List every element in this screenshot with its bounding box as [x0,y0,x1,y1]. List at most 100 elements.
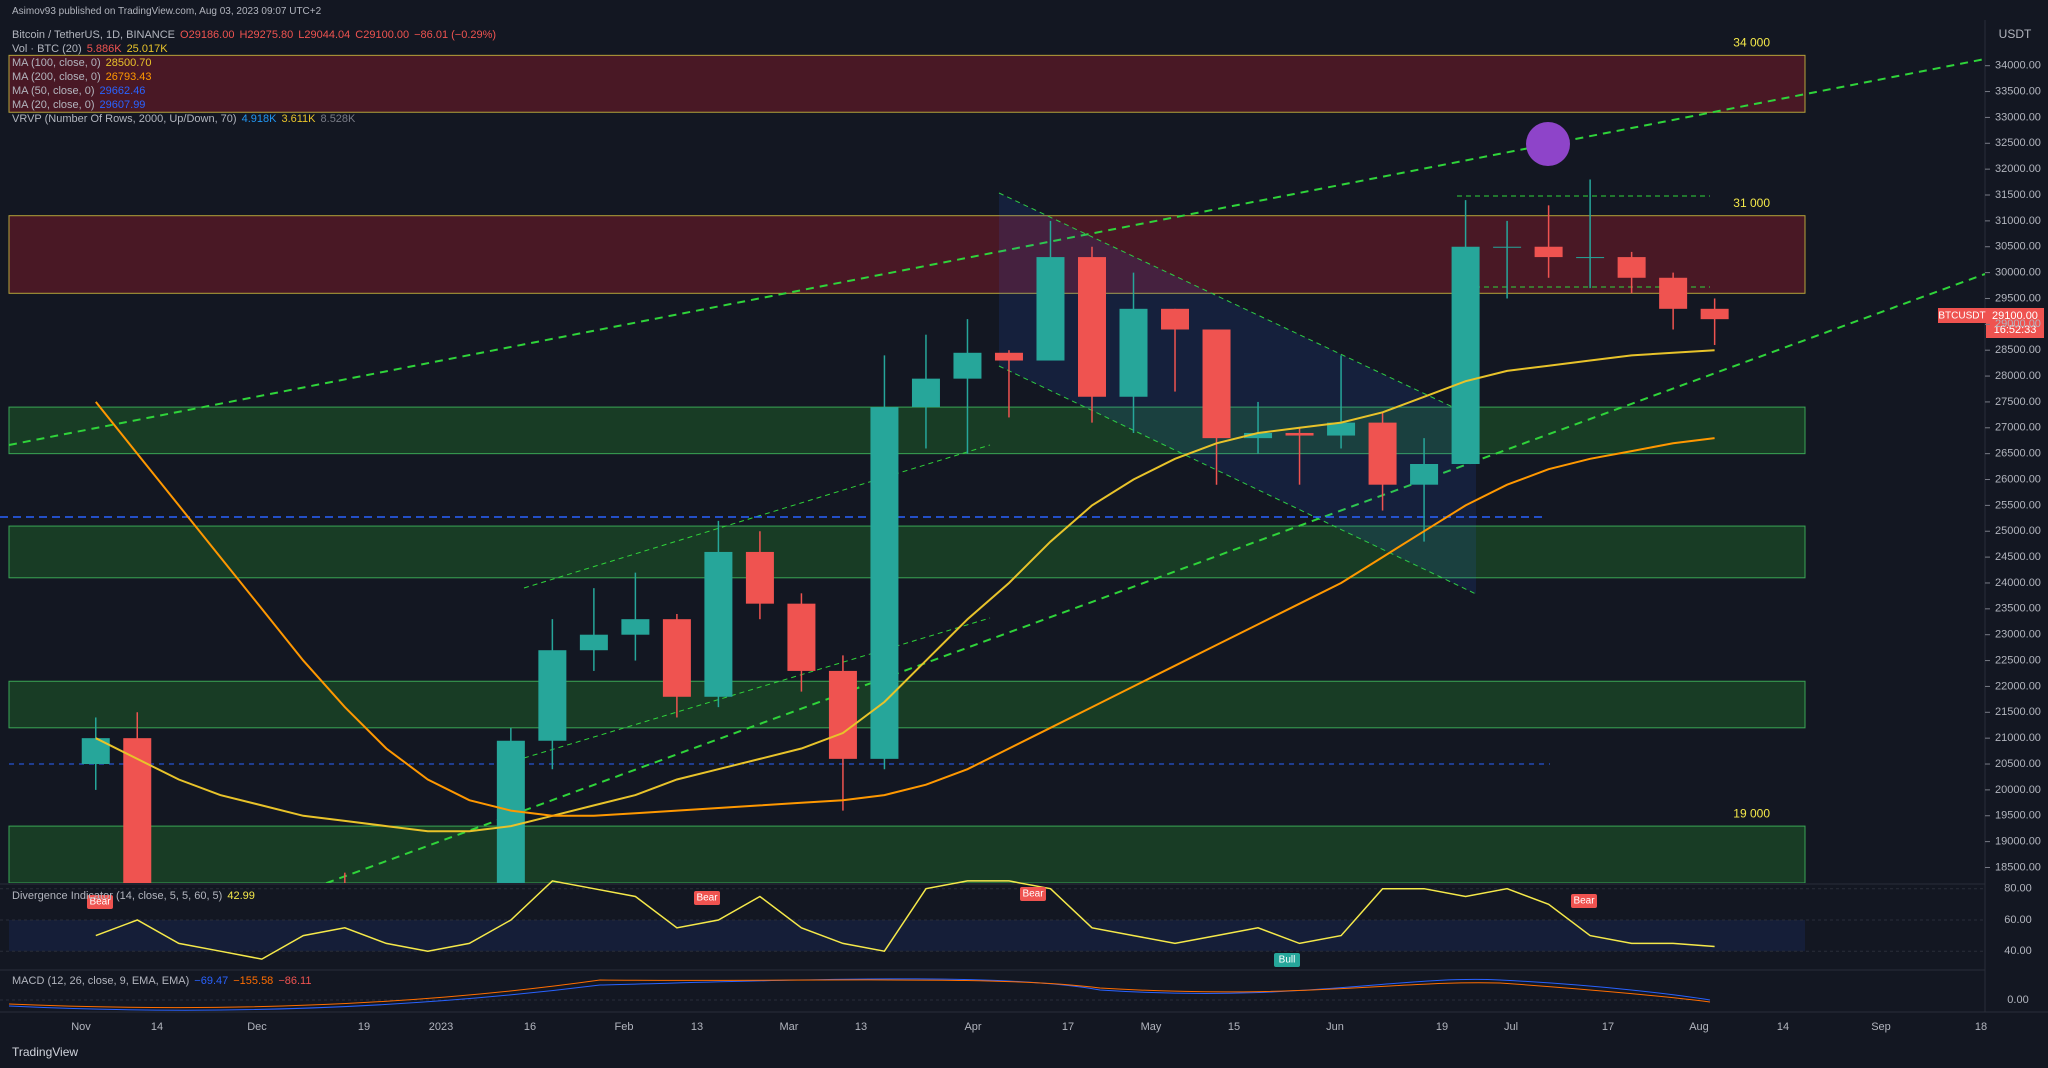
macd-signal [8,979,1711,1009]
value: 5.886K [86,43,122,55]
div-tick-label: 60.00 [2004,914,2032,926]
x-tick-label: 14 [1777,1021,1789,1033]
y-tick-label: 31000.00 [1995,215,2041,227]
candle-body [621,619,650,635]
candle-body [579,634,608,651]
y-tick-label: 26000.00 [1995,473,2041,485]
ma-legend: MA (200, close, 0) 26793.43 [12,71,157,83]
price-tag-price: 29100.00 [1992,310,2038,322]
y-tick-label: 27000.00 [1995,422,2041,434]
zone [8,680,1806,729]
y-tick-label: 25500.00 [1995,499,2041,511]
candle-body [1368,422,1397,485]
ohlc-low: L29044.04 [298,29,351,41]
value: 4.918K [241,113,277,125]
x-tick-label: 19 [1436,1021,1448,1033]
y-tick-label: 30000.00 [1995,267,2041,279]
y-tick-label: 23500.00 [1995,603,2041,615]
div-tag-bg [1571,894,1597,908]
x-tick-label: 15 [1228,1021,1240,1033]
volume-legend: Vol · BTC (20) 5.886K 25.017K [12,43,173,55]
value: 26793.43 [105,71,152,83]
y-tick-label: 28500.00 [1995,344,2041,356]
y-tick-label: 34000.00 [1995,60,2041,72]
div-tag-bg [1020,887,1046,901]
divergence-legend: Divergence Indicator (14, close, 5, 5, 6… [12,890,260,902]
x-tick-label: Nov [71,1021,91,1033]
div-tag-bg [1274,953,1300,967]
candle-body [828,670,857,759]
y-tick-label: 32500.00 [1995,137,2041,149]
div-band [9,919,1805,952]
plot [81,179,1729,883]
channel-fill [999,193,1476,594]
zone [8,406,1806,455]
x-tick-label: 17 [1602,1021,1614,1033]
div-tick-label: 80.00 [2004,883,2032,895]
value: 28500.70 [105,57,152,69]
candle-body [1077,257,1106,397]
drawings [0,58,1985,883]
div-tag: Bear [1573,896,1595,907]
ohlc-open: O29186.00 [180,29,235,41]
candle-body [1617,257,1646,278]
candle-body [538,650,567,741]
macd-legend: MACD (12, 26, close, 9, EMA, EMA) −69.47−… [12,975,316,987]
label: Divergence Indicator (14, close, 5, 5, 6… [12,890,223,902]
symbol: Bitcoin / TetherUS, 1D, BINANCE [12,29,176,41]
candle-body [745,551,774,604]
zone [8,54,1806,113]
y-tick-label: 24500.00 [1995,551,2041,563]
div-tag: Bull [1279,955,1296,966]
candle-body [662,619,691,697]
y-tick-label: 26500.00 [1995,448,2041,460]
zone [8,215,1806,294]
div-tag: Bear [696,893,718,904]
y-tick-label: 24000.00 [1995,577,2041,589]
x-tick-label: Aug [1689,1021,1709,1033]
y-tick-label: 19000.00 [1995,836,2041,848]
candle-body [1700,308,1729,320]
value: 42.99 [227,890,255,902]
candle-body [123,738,152,883]
candle-body [994,352,1023,361]
x-tick-label: 2023 [429,1021,453,1033]
value: −69.47 [194,975,229,987]
candle-body [1244,432,1273,439]
candle-body [1202,329,1231,439]
symbol-legend: Bitcoin / TetherUS, 1D, BINANCE O29186.00… [12,29,501,41]
ma-line [95,349,1715,833]
channel-line [998,365,1477,595]
y-tick-label: 22000.00 [1995,680,2041,692]
candle-body [1534,246,1563,258]
y-tick-label: 30500.00 [1995,241,2041,253]
y-tick-label: 20000.00 [1995,784,2041,796]
candle-body [1036,257,1065,361]
div-line [95,880,1715,960]
value: −155.58 [233,975,274,987]
x-tick-label: Jul [1504,1021,1518,1033]
y-tick-label: 21500.00 [1995,706,2041,718]
label: VRVP (Number Of Rows, 2000, Up/Down, 70) [12,113,237,125]
div-tag: Bear [1022,889,1044,900]
x-tick-label: Apr [964,1021,981,1033]
label: MA (200, close, 0) [12,71,101,83]
y-tick-label: 31500.00 [1995,189,2041,201]
div-tag-bg [87,895,113,909]
div-tag-bg [694,891,720,905]
x-tick-label: 19 [358,1021,370,1033]
ma-legend: MA (100, close, 0) 28500.70 [12,57,157,69]
x-tick-label: 13 [855,1021,867,1033]
y-tick-label: 21000.00 [1995,732,2041,744]
channel-line [523,617,991,759]
y-tick-label: 20500.00 [1995,758,2041,770]
price-tag-timer: 16:52:33 [1994,324,2037,336]
div-tag: Bear [89,897,111,908]
value: 3.611K [281,113,316,125]
candle-body [787,603,816,671]
x-tick-label: Dec [247,1021,267,1033]
candle-body [1659,277,1688,309]
x-tick-label: Sep [1871,1021,1891,1033]
price-tag-symbol-bg [1938,308,1986,323]
candle-body [1493,246,1522,248]
